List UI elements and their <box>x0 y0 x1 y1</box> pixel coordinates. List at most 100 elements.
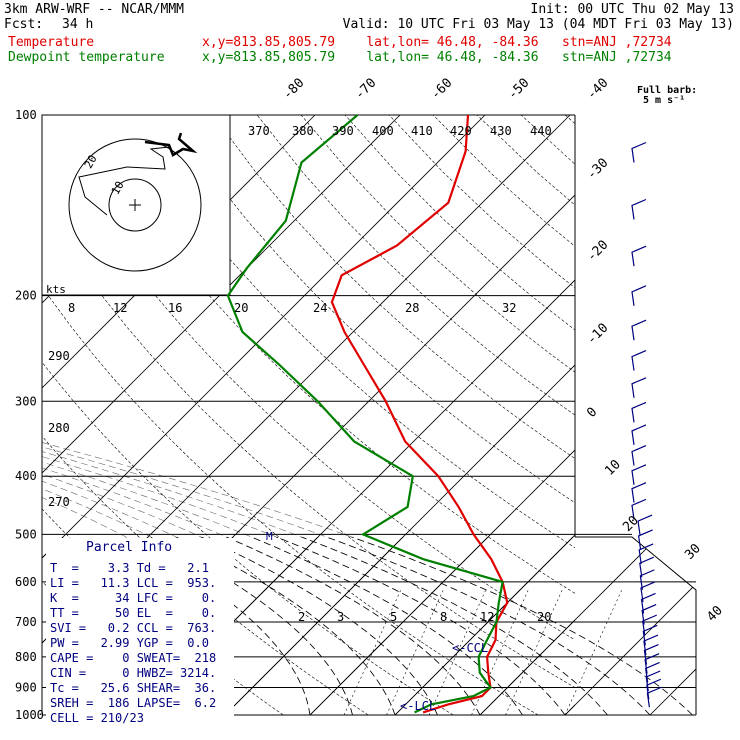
wind-barb <box>631 319 647 341</box>
theta-label: 420 <box>450 124 472 138</box>
isotherm-label: 20 <box>620 513 642 535</box>
isotherm-line <box>224 537 696 715</box>
dry-adiabat <box>256 115 575 416</box>
theta-label: 400 <box>372 124 394 138</box>
theta-axis-label: 280 <box>48 421 70 435</box>
forecast-hour: 34 h <box>62 17 94 32</box>
isotherm-line <box>394 537 696 715</box>
mixing-ratio-label: 20 <box>537 610 551 624</box>
hodograph: 10 20 <box>41 114 231 296</box>
temperature-legend: Temperature <box>8 35 95 50</box>
isotherm-line <box>479 537 696 715</box>
wind-barb <box>631 445 647 466</box>
mixing-ratio-line <box>564 590 622 715</box>
hodograph-ring <box>68 138 202 272</box>
parcel-row: T = 3.3 Td = 2.1 <box>50 561 209 575</box>
parcel-row: CIN = 0 HWBZ= 3214. <box>50 666 217 680</box>
annotation-m: M <box>266 530 273 543</box>
hodograph-trace-upper <box>144 132 198 157</box>
dewpoint-location: x,y=813.85,805.79 lat,lon= 46.48, -84.36… <box>202 50 672 65</box>
isotherm-label: -80 <box>280 76 307 103</box>
wind-barb <box>631 424 647 445</box>
sounding-traces <box>226 114 509 714</box>
isotherm-label: -60 <box>428 76 455 103</box>
wind-barb <box>631 377 647 398</box>
annotation-lcl: <-LCL <box>400 699 436 713</box>
theta-axis-label: 290 <box>48 349 70 363</box>
hodograph-ring-label: 32 <box>502 301 516 315</box>
isotherm-line <box>735 115 740 715</box>
barb-legend-value: 5 m s⁻¹ <box>643 95 686 106</box>
theta-label: 390 <box>332 124 354 138</box>
isotherm-line <box>309 537 696 715</box>
isotherm-line <box>224 364 575 715</box>
wind-barb <box>641 603 657 625</box>
theta-axis-label: 270 <box>48 495 70 509</box>
wind-barb <box>631 464 647 485</box>
hodograph-kts-label: kts <box>46 283 66 296</box>
temperature-location: x,y=813.85,805.79 lat,lon= 46.48, -84.36… <box>202 35 672 50</box>
mixing-ratio-line <box>505 590 563 715</box>
wind-barb <box>639 569 655 590</box>
wind-barb <box>642 624 658 646</box>
pressure-label: 300 <box>15 394 37 408</box>
isotherm-line <box>649 537 696 715</box>
theta-label: 410 <box>411 124 433 138</box>
dry-adiabat <box>212 115 575 460</box>
wind-barb <box>631 285 647 306</box>
wind-barb <box>644 661 660 683</box>
barb-legend-title: Full barb: <box>637 85 698 96</box>
pressure-label: 1000 <box>15 708 44 722</box>
mixing-ratio-label: 2 <box>298 610 305 624</box>
parcel-row: LI = 11.3 LCL = 953. <box>50 576 217 590</box>
parcel-row: Tc = 25.6 SHEAR= 36. <box>50 681 217 695</box>
theta-label: 440 <box>530 124 552 138</box>
wind-barb <box>631 141 647 163</box>
isotherm-line <box>735 115 740 715</box>
isotherm-line <box>139 537 696 715</box>
dry-adiabat <box>124 115 575 549</box>
isotherm-line <box>564 537 696 715</box>
lower-panel-edge <box>575 536 697 715</box>
wind-barb <box>638 543 654 564</box>
parcel-row: SVI = 0.2 CCL = 763. <box>50 621 217 635</box>
wind-barbs <box>631 141 662 708</box>
dry-adiabat <box>42 123 575 641</box>
moist-adiabat <box>42 456 566 715</box>
isotherm-label: 30 <box>682 541 704 563</box>
wind-barb <box>646 678 662 700</box>
isotherm-label: -40 <box>584 76 611 103</box>
isotherm-line <box>479 619 575 715</box>
isotherm-line <box>650 115 740 715</box>
pressure-label: 100 <box>15 108 37 122</box>
wind-barb <box>631 498 647 520</box>
isotherm-label: -70 <box>352 76 379 103</box>
pressure-label: 600 <box>15 575 37 589</box>
isotherm-label: -10 <box>584 321 611 348</box>
model-title: 3km ARW-WRF -- NCAR/MMM <box>4 2 185 17</box>
parcel-info-title: Parcel Info <box>86 540 173 555</box>
pressure-label: 200 <box>15 289 37 303</box>
init-time: Init: 00 UTC Thu 02 May 13 <box>530 2 735 17</box>
dry-adiabat <box>697 115 740 715</box>
wind-barb <box>631 350 647 371</box>
dry-adiabat <box>520 115 575 165</box>
hodograph-trace <box>78 146 170 216</box>
mixing-ratio-label: 8 <box>440 610 447 624</box>
isotherm-label: 10 <box>602 457 624 479</box>
theta-label: 380 <box>292 124 314 138</box>
pressure-label: 900 <box>15 681 37 695</box>
moist-adiabat <box>42 537 651 715</box>
isotherm-label: -30 <box>584 156 611 183</box>
parcel-row: K = 34 LFC = 0. <box>50 591 217 605</box>
hodograph-center <box>129 199 141 211</box>
trace-temperature <box>330 114 509 714</box>
isotherm-label: -50 <box>505 76 532 103</box>
valid-time: Valid: 10 UTC Fri 03 May 13 (04 MDT Fri … <box>342 17 734 32</box>
dry-adiabat <box>609 115 740 715</box>
moist-adiabat <box>42 497 311 715</box>
wind-barb <box>631 245 647 267</box>
theta-label: 370 <box>248 124 270 138</box>
wind-barb <box>631 482 647 503</box>
